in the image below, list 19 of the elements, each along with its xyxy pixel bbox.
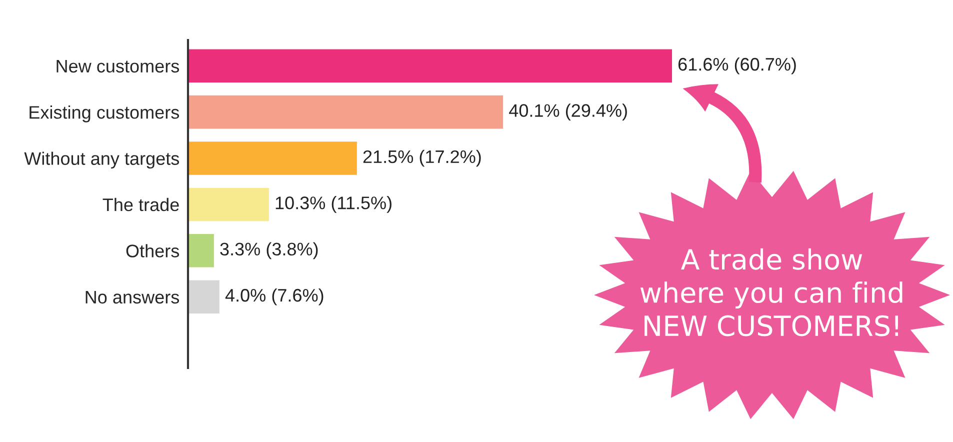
y-tick-label: New customers: [56, 60, 180, 73]
y-tick-label: No answers: [86, 290, 180, 304]
bar: [188, 95, 504, 129]
bar: [188, 280, 220, 314]
bar: [188, 188, 269, 222]
data-label: 10.3% (11.5%): [276, 196, 392, 213]
data-label: 3.3% (3.8%): [220, 242, 318, 260]
data-label: 61.6% (60.7%): [678, 57, 796, 74]
data-label: 21.5% (17.2%): [363, 150, 481, 167]
y-tick-label: Without any targets: [24, 152, 180, 169]
data-label: 4.0% (7.6%): [225, 288, 324, 306]
y-tick-label: Others: [126, 244, 180, 258]
annotation: A trade show where you can find NEW CUSTOMERS!: [640, 248, 902, 336]
y-tick-label: Existing customers: [30, 106, 180, 122]
y-tick-label: The trade: [102, 198, 179, 212]
bar: [188, 234, 214, 268]
bar: [188, 49, 672, 82]
data-label: 40.1% (29.4%): [509, 104, 627, 120]
bar: [188, 142, 357, 175]
